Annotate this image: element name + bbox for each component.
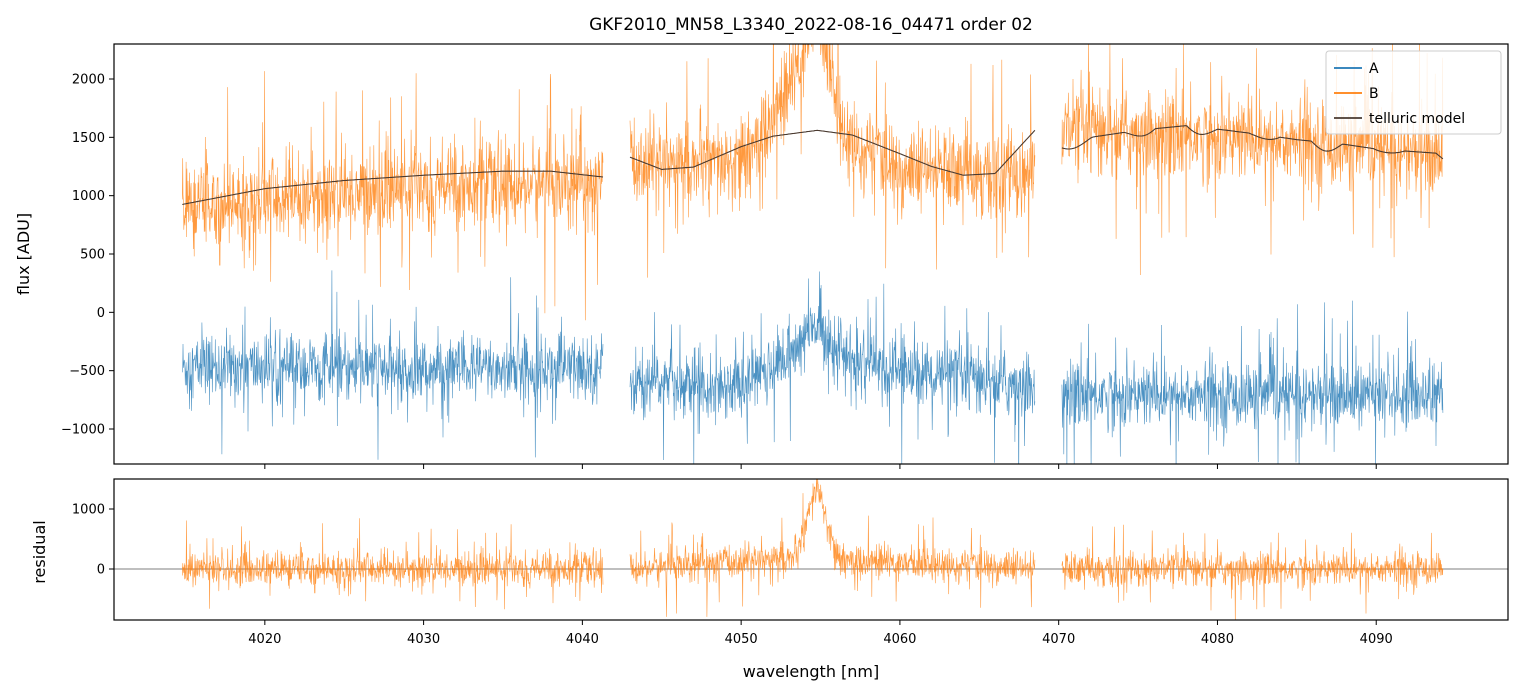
series-segment — [182, 518, 604, 610]
residual-y-axis-label: residual — [30, 520, 49, 583]
flux-y-axis: 2000 1500 1000 500 0 −500 −1000 — [61, 73, 114, 438]
x-tick-label: 4030 — [407, 632, 440, 647]
series-b — [182, 44, 1444, 321]
series-segment — [629, 479, 1036, 617]
x-tick-label: 4080 — [1201, 632, 1234, 647]
series-segment — [1061, 524, 1444, 620]
residual-plot-area — [114, 479, 1508, 620]
y-tick-label: 500 — [80, 248, 105, 263]
residual-panel-frame — [113, 478, 1509, 621]
series-segment — [1061, 300, 1444, 464]
y-tick-label: 1000 — [72, 189, 105, 204]
x-axis-label: wavelength [nm] — [743, 662, 880, 681]
series-segment — [182, 71, 604, 321]
x-tick-label: 4060 — [883, 632, 916, 647]
series-residual — [182, 479, 1444, 620]
y-tick-label: 2000 — [72, 73, 105, 88]
legend-label-a: A — [1369, 61, 1379, 77]
flux-x-ticks — [264, 464, 1377, 469]
x-tick-label: 4020 — [248, 632, 281, 647]
series-segment — [1061, 44, 1444, 276]
y-tick-label: 0 — [97, 306, 105, 321]
legend-label-telluric: telluric model — [1369, 111, 1465, 127]
series-segment — [629, 44, 1036, 278]
series-segment — [629, 271, 1036, 464]
residual-panel: 1000 0 4020 4030 4040 4050 4060 4070 4080 4090 r… — [30, 478, 1509, 647]
residual-y-axis: 1000 0 — [72, 503, 114, 578]
telluric-model-segment — [629, 129, 1036, 176]
x-tick-label: 4050 — [725, 632, 758, 647]
series-segment — [182, 270, 604, 460]
x-tick-label: 4090 — [1360, 632, 1393, 647]
telluric-model-segment — [1061, 125, 1444, 160]
flux-panel: 2000 1500 1000 500 0 −500 −1000 flux [ADU] A B… — [14, 43, 1509, 469]
chart-title: GKF2010_MN58_L3340_2022-08-16_04471 orde… — [589, 15, 1033, 35]
x-tick-label: 4070 — [1042, 632, 1075, 647]
legend: A B telluric model — [1325, 50, 1502, 135]
legend-label-b: B — [1369, 86, 1379, 102]
y-tick-label: 1500 — [72, 131, 105, 146]
y-tick-label: 0 — [97, 563, 105, 578]
series-telluric-model — [182, 125, 1444, 205]
y-tick-label: −500 — [69, 364, 105, 379]
flux-plot-area — [182, 44, 1444, 464]
y-tick-label: 1000 — [72, 503, 105, 518]
legend-box — [1325, 50, 1502, 135]
flux-y-axis-label: flux [ADU] — [14, 213, 33, 295]
residual-x-axis: 4020 4030 4040 4050 4060 4070 4080 4090 — [248, 620, 1393, 647]
series-a — [182, 270, 1444, 464]
x-tick-label: 4040 — [566, 632, 599, 647]
y-tick-label: −1000 — [61, 423, 105, 438]
telluric-model-segment — [182, 170, 604, 205]
